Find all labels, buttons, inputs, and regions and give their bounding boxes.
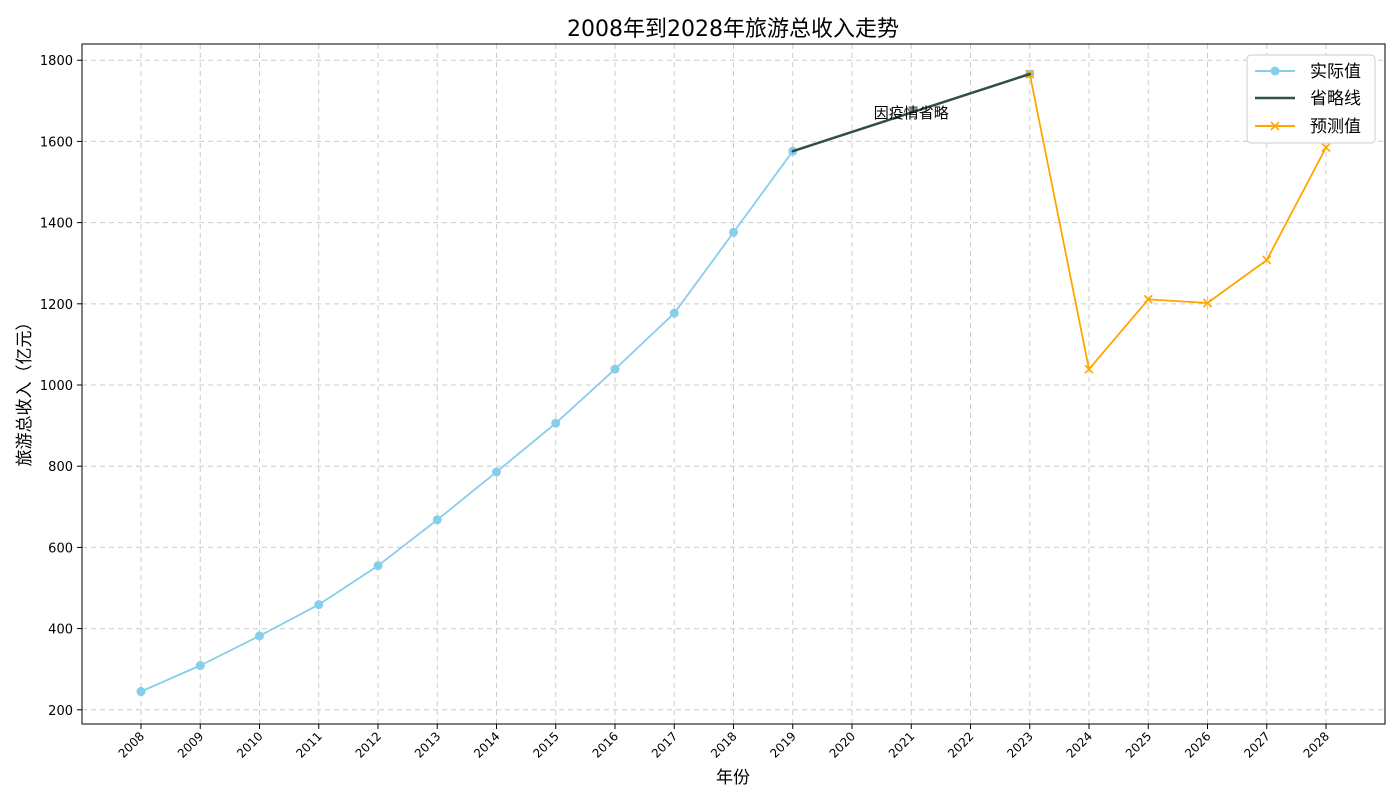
y-tick-label: 1600 (40, 135, 73, 150)
y-axis-label: 旅游总收入（亿元） (15, 314, 35, 467)
y-tick-label: 1400 (40, 217, 73, 232)
data-point-actual (551, 418, 561, 428)
data-point-actual (669, 308, 679, 318)
series-line-forecast (1028, 73, 1327, 371)
data-point-forecast (1143, 294, 1153, 304)
data-point-actual (314, 600, 324, 610)
grid-lines (82, 44, 1385, 724)
data-point-actual (432, 515, 442, 525)
legend-item-omitted: 省略线 (1255, 89, 1361, 109)
legend: 实际值 省略线 预测值 (1246, 54, 1376, 144)
legend-label-forecast: 预测值 (1310, 117, 1361, 137)
data-point-actual (729, 227, 738, 237)
data-point-actual (136, 687, 146, 697)
legend-item-actual: 实际值 (1255, 62, 1361, 82)
legend-box (1246, 54, 1376, 144)
data-point-actual (255, 631, 264, 641)
y-tick-label: 400 (48, 623, 73, 638)
annotation-text: 因疫情省略 (874, 104, 949, 122)
x-axis-label: 年份 (716, 768, 750, 788)
series-line-actual (140, 150, 794, 693)
data-point-actual (492, 467, 501, 477)
series-line-omitted (791, 72, 1032, 153)
y-tick-label: 200 (48, 704, 73, 719)
y-axis-ticks: 200 400 600 800 1000 1200 1400 1600 1800 (40, 54, 82, 719)
legend-label-omitted: 省略线 (1310, 89, 1361, 109)
chart-title: 2008年到2028年旅游总收入走势 (567, 17, 899, 42)
legend-item-forecast: 预测值 (1255, 117, 1361, 137)
data-point-forecast (1321, 142, 1331, 153)
legend-marker-forecast (1270, 121, 1280, 131)
legend-label-actual: 实际值 (1310, 62, 1361, 82)
data-point-forecast (1262, 255, 1272, 265)
data-point-forecast (1084, 364, 1094, 374)
data-point-actual (610, 364, 620, 374)
series-layer (136, 69, 1331, 697)
data-point-actual (195, 661, 205, 671)
y-tick-label: 1800 (40, 54, 73, 69)
y-tick-label: 800 (48, 460, 73, 475)
y-tick-label: 1200 (40, 298, 73, 313)
data-point-forecast (1202, 298, 1213, 308)
y-tick-label: 600 (48, 541, 73, 556)
y-tick-label: 1000 (40, 379, 73, 394)
legend-marker-actual (1270, 66, 1280, 76)
data-point-actual (373, 561, 383, 571)
